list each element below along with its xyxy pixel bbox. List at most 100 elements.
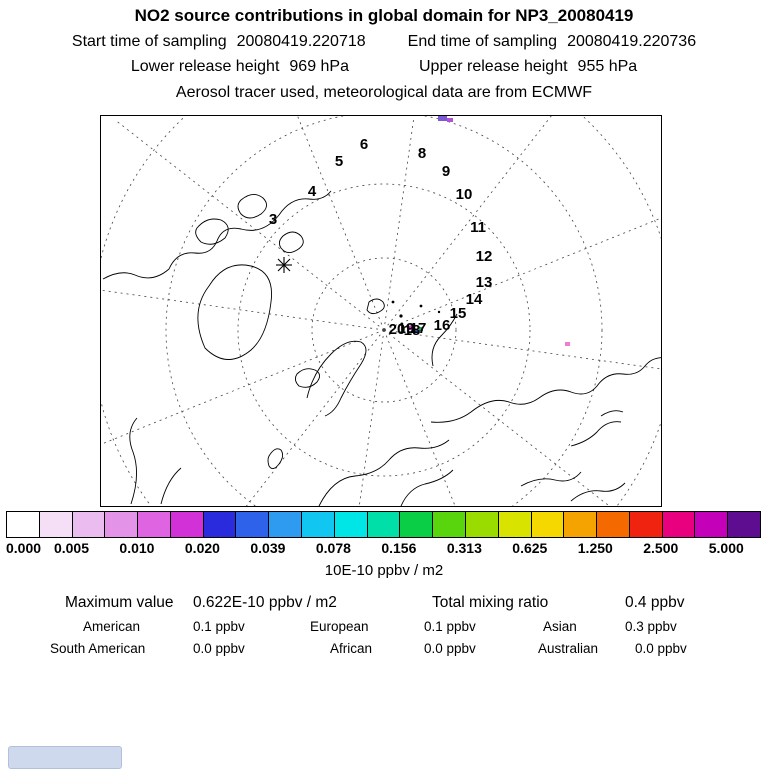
colorbar-segment [400, 512, 434, 537]
colorbar-segment [662, 512, 696, 537]
total-mixing-ratio-value: 0.4 ppbv [625, 594, 685, 611]
trajectory-point-label: 14 [466, 291, 483, 308]
colorbar-segment [72, 512, 106, 537]
trajectory-point-label: 19 [398, 320, 415, 337]
colorbar-tick-label: 0.010 [119, 540, 155, 556]
colorbar-segment [367, 512, 401, 537]
trajectory-point-label: 15 [450, 305, 467, 322]
start-time-pair: Start time of sampling 20080419.220718 [72, 33, 366, 51]
contribution-value: 0.0 ppbv [635, 641, 687, 656]
concentration-speck [565, 342, 570, 346]
tracer-note: Aerosol tracer used, meteorological data… [0, 84, 768, 102]
trajectory-point-label: 5 [335, 153, 343, 170]
colorbar-segment [597, 512, 630, 537]
trajectory-point-label: 6 [360, 136, 368, 153]
contribution-value: 0.1 ppbv [424, 619, 476, 634]
colorbar-segment [695, 512, 729, 537]
concentration-speck [407, 326, 412, 330]
contribution-name: African [330, 641, 373, 656]
colorbar-tick-label: 0.020 [184, 540, 220, 556]
colorbar-tick-label: 5.000 [708, 540, 744, 556]
trajectory-point-label: 16 [434, 317, 451, 334]
coastlines [102, 190, 661, 506]
contribution-value: 0.1 ppbv [193, 619, 245, 634]
colorbar-segment [465, 512, 499, 537]
contribution-name: South American [50, 641, 146, 656]
start-time-value: 20080419.220718 [236, 33, 366, 50]
contribution-value: 0.0 ppbv [424, 641, 476, 656]
colorbar-ticks: 0.000 0.005 0.010 0.020 0.039 0.078 0.156 0.313… [6, 540, 759, 557]
contribution-value: 0.3 ppbv [625, 619, 677, 634]
plot-title: NO2 source contributions in global domai… [134, 6, 634, 25]
colorbar-segment [433, 512, 466, 537]
colorbar-segment [629, 512, 663, 537]
release-heights-row: Lower release height 969 hPa Upper relea… [0, 58, 768, 76]
trajectory-point-label: 13 [476, 274, 493, 291]
colorbar-segment [564, 512, 598, 537]
polar-map: 3 4 5 6 8 9 10 11 12 13 14 15 16 17 18 19 20 [100, 115, 662, 507]
colorbar-tick-label: 0.625 [512, 540, 548, 556]
deposition-pixels [407, 116, 570, 346]
end-time-label: End time of sampling [407, 33, 558, 50]
concentration-speck [419, 327, 423, 331]
colorbar-segment [138, 512, 171, 537]
colorbar-tick-label: 0.156 [381, 540, 417, 556]
stats-line: Maximum value 0.622E-10 ppbv / m2 Total … [0, 594, 768, 614]
start-time-label: Start time of sampling [71, 33, 227, 50]
colorbar [6, 511, 761, 538]
tracer-note-text: Aerosol tracer used, meteorological data… [175, 84, 593, 101]
colorbar-segment [236, 512, 270, 537]
upper-release-value: 955 hPa [577, 58, 638, 75]
lower-release-pair: Lower release height 969 hPa [131, 58, 349, 76]
bottom-left-artifact [8, 746, 122, 769]
colorbar-segment [269, 512, 303, 537]
graticule [101, 116, 661, 506]
colorbar-segment [728, 512, 760, 537]
sampling-times-row: Start time of sampling 20080419.220718 E… [0, 33, 768, 51]
colorbar-segment [105, 512, 139, 537]
colorbar-tick-label: 0.039 [250, 540, 286, 556]
colorbar-segment [39, 512, 73, 537]
colorbar-tick-label: 1.250 [577, 540, 613, 556]
colorbar-tick-label: 0.313 [446, 540, 482, 556]
trajectory-point-label: 18 [404, 322, 421, 339]
release-point-marker [276, 257, 292, 273]
colorbar-segment [334, 512, 368, 537]
max-value: 0.622E-10 ppbv / m2 [193, 594, 337, 611]
colorbar-segment [203, 512, 237, 537]
colorbar-segment [531, 512, 565, 537]
colorbar-segment [498, 512, 532, 537]
trajectory-point-label: 9 [442, 163, 450, 180]
contribution-name: American [83, 619, 141, 634]
colorbar-tick-label: 2.500 [643, 540, 679, 556]
concentration-speck [413, 329, 418, 333]
colorbar-units: 10E-10 ppbv / m2 [324, 562, 444, 579]
colorbar-tick-label: 0.005 [53, 540, 89, 556]
lower-release-label: Lower release height [130, 58, 280, 75]
contrib-row-1: American 0.1 ppbv European 0.1 ppbv Asian 0.3… [0, 619, 768, 637]
max-value-label: Maximum value [65, 594, 174, 611]
contrib-row-2: South American 0.0 ppbv African 0.0 ppbv Aus… [0, 641, 768, 659]
trajectory-point-label: 12 [476, 248, 493, 265]
contribution-name: Asian [543, 619, 577, 634]
concentration-speck [447, 118, 453, 122]
colorbar-segment [302, 512, 335, 537]
trajectory-point-label: 20 [389, 321, 406, 338]
end-time-value: 20080419.220736 [567, 33, 697, 50]
upper-release-label: Upper release height [419, 58, 568, 75]
colorbar-tick-label: 0.000 [6, 540, 42, 556]
trajectory-point-label: 4 [308, 183, 317, 200]
contribution-value: 0.0 ppbv [193, 641, 245, 656]
trajectory-point-label: 10 [456, 186, 473, 203]
upper-release-pair: Upper release height 955 hPa [419, 58, 637, 76]
lower-release-value: 969 hPa [289, 58, 349, 75]
trajectory-point-label: 3 [269, 211, 277, 228]
contribution-name: Australian [538, 641, 599, 656]
concentration-speck [438, 116, 447, 121]
colorbar-segment [7, 512, 40, 537]
colorbar-segment [170, 512, 204, 537]
total-mixing-ratio-label: Total mixing ratio [432, 594, 549, 611]
trajectory-point-label: 17 [410, 320, 427, 337]
